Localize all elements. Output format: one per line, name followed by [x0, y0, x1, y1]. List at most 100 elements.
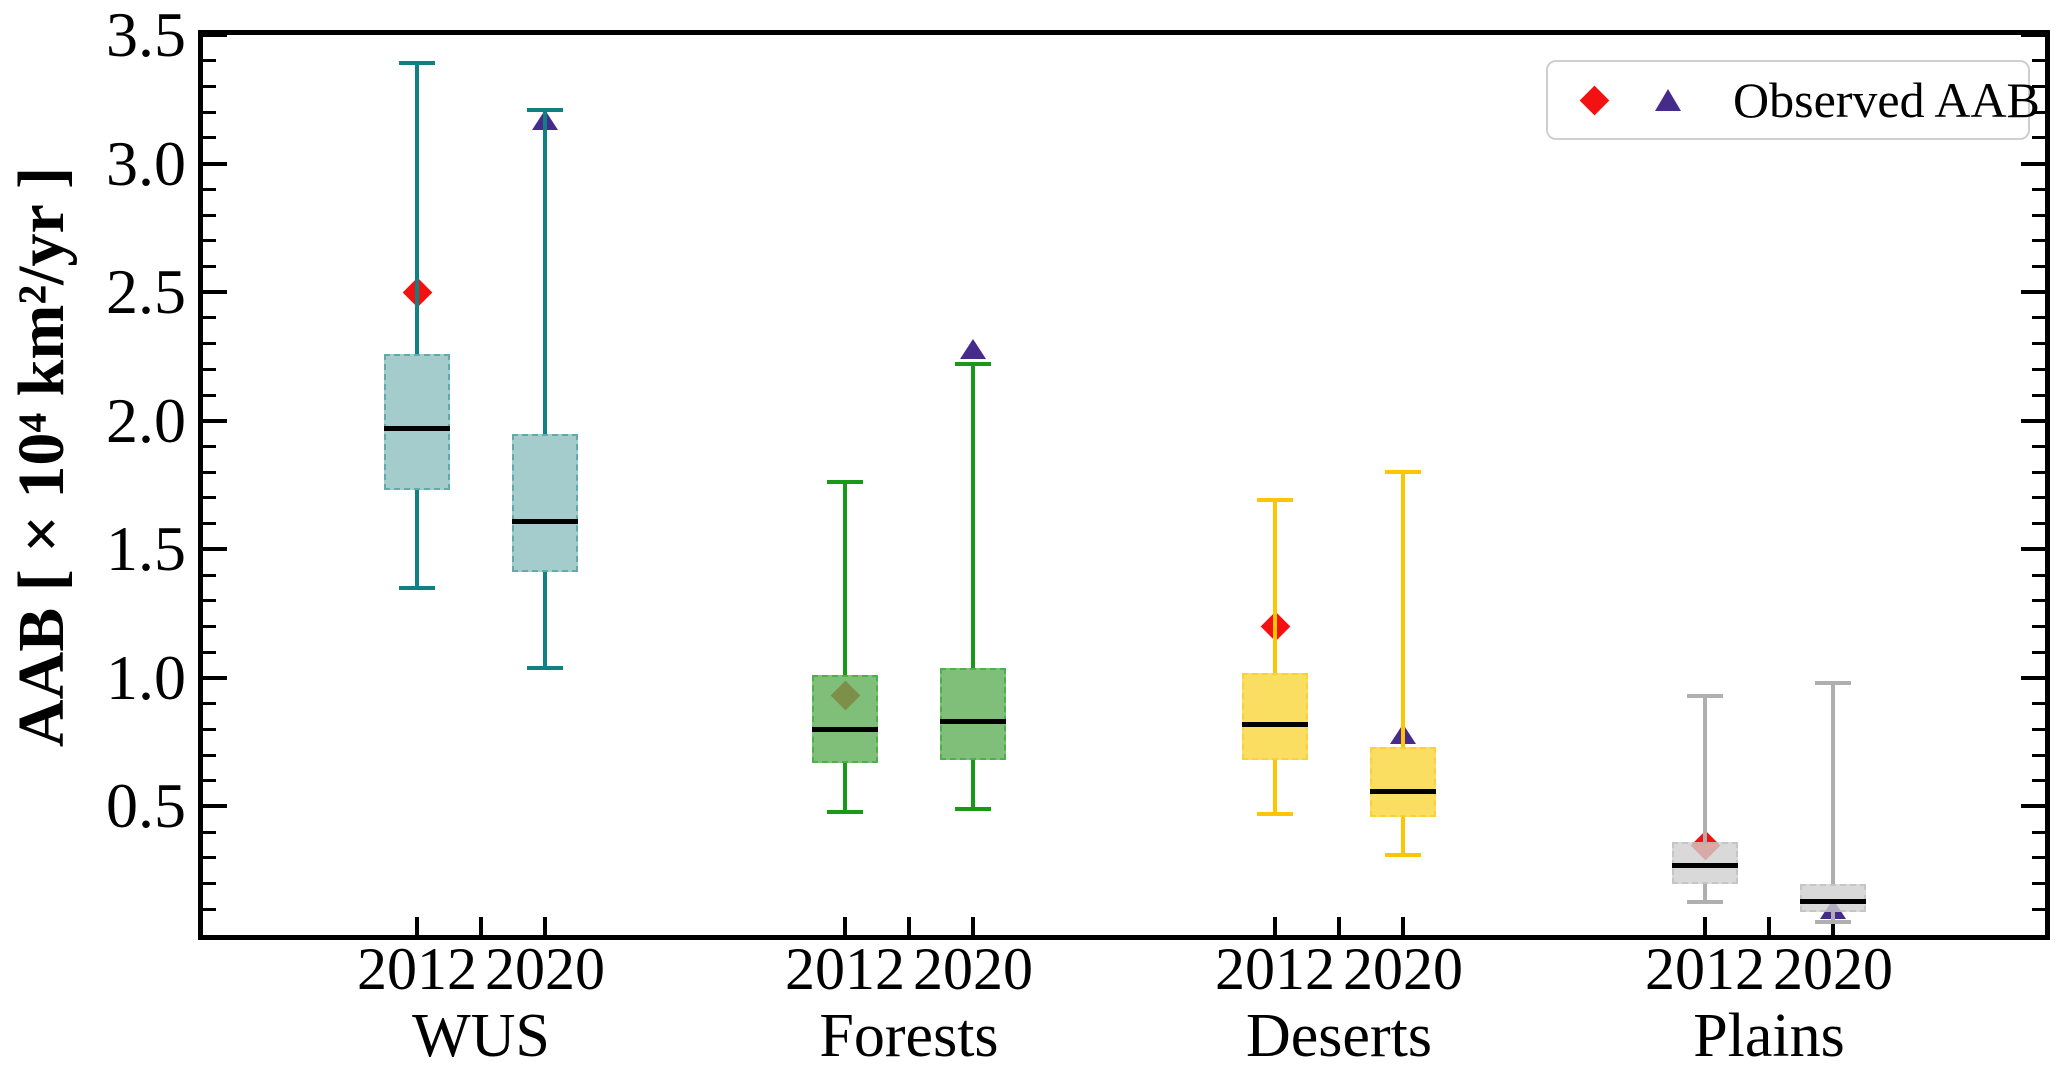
y-minor-tick-left	[203, 702, 216, 706]
y-minor-tick-left	[203, 624, 216, 628]
whisker-lower	[1401, 816, 1405, 856]
legend-diamond-icon	[1579, 85, 1610, 115]
x-tick	[479, 917, 483, 935]
whisker-cap-upper	[1687, 693, 1723, 698]
box-iqr	[1672, 842, 1738, 884]
y-major-tick-left	[203, 418, 227, 423]
whisker-upper	[971, 364, 975, 668]
box-iqr	[940, 667, 1006, 761]
x-tick	[543, 917, 547, 935]
observed-marker-triangle	[960, 338, 986, 359]
y-minor-tick-right	[2032, 470, 2045, 474]
whisker-lower	[1273, 760, 1277, 815]
x-tick	[415, 917, 419, 935]
y-tick-label: 3.5	[106, 0, 186, 70]
y-minor-tick-right	[2032, 702, 2045, 706]
y-minor-tick-left	[203, 59, 216, 63]
y-minor-tick-left	[203, 882, 216, 886]
box-iqr	[1370, 747, 1436, 817]
whisker-cap-lower	[1257, 812, 1293, 817]
x-year-label: 2020	[485, 936, 605, 1002]
y-major-tick-left	[203, 804, 227, 809]
whisker-cap-upper	[827, 480, 863, 485]
y-tick-label: 2.0	[106, 384, 186, 456]
legend-triangle-icon	[1655, 89, 1681, 111]
y-minor-tick-left	[203, 753, 216, 757]
y-minor-tick-left	[203, 522, 216, 526]
y-minor-tick-left	[203, 213, 216, 217]
y-major-tick-right	[2021, 675, 2045, 680]
whisker-lower	[1703, 883, 1707, 902]
whisker-lower	[971, 760, 975, 809]
y-tick-label: 3.0	[106, 127, 186, 199]
box-iqr	[812, 675, 878, 763]
x-year-label: 2020	[1773, 936, 1893, 1002]
x-group-label: Plains	[1693, 1002, 1845, 1070]
median-line	[384, 425, 450, 431]
whisker-cap-upper	[1385, 470, 1421, 475]
median-line	[1800, 899, 1866, 905]
x-tick	[1401, 917, 1405, 935]
median-line	[812, 726, 878, 732]
whisker-lower	[1831, 911, 1835, 923]
whisker-cap-upper	[955, 362, 991, 367]
y-minor-tick-left	[203, 239, 216, 243]
y-minor-tick-right	[2032, 779, 2045, 783]
x-tick	[843, 917, 847, 935]
y-minor-tick-right	[2032, 496, 2045, 500]
x-tick	[1273, 917, 1277, 935]
x-tick	[1703, 917, 1707, 935]
x-tick	[1767, 917, 1771, 935]
y-tick-label: 1.0	[106, 641, 186, 713]
y-tick-label: 0.5	[106, 770, 186, 842]
legend-label: Observed AAB	[1733, 72, 2040, 128]
y-minor-tick-left	[203, 342, 216, 346]
y-tick-label: 2.5	[106, 256, 186, 328]
y-minor-tick-left	[203, 84, 216, 88]
x-year-label: 2012	[1645, 936, 1765, 1002]
y-minor-tick-left	[203, 496, 216, 500]
y-minor-tick-right	[2032, 59, 2045, 63]
whisker-cap-lower	[1687, 899, 1723, 904]
y-major-tick-right	[2021, 418, 2045, 423]
y-minor-tick-right	[2032, 753, 2045, 757]
median-line	[940, 719, 1006, 725]
y-minor-tick-left	[203, 367, 216, 371]
y-minor-tick-right	[2032, 522, 2045, 526]
whisker-upper	[415, 63, 419, 354]
x-group-label: Deserts	[1246, 1002, 1432, 1070]
y-minor-tick-right	[2032, 342, 2045, 346]
plot-area	[198, 30, 2050, 940]
y-minor-tick-left	[203, 316, 216, 320]
y-minor-tick-left	[203, 907, 216, 911]
box-iqr	[1800, 883, 1866, 912]
y-major-tick-left	[203, 161, 227, 166]
y-minor-tick-left	[203, 264, 216, 268]
y-minor-tick-right	[2032, 650, 2045, 654]
y-minor-tick-right	[2032, 213, 2045, 217]
whisker-upper	[1401, 472, 1405, 748]
x-year-label: 2020	[1343, 936, 1463, 1002]
y-minor-tick-right	[2032, 264, 2045, 268]
whisker-cap-upper	[399, 61, 435, 66]
median-line	[1242, 721, 1308, 727]
y-minor-tick-right	[2032, 187, 2045, 191]
whisker-cap-upper	[1257, 498, 1293, 503]
y-minor-tick-left	[203, 444, 216, 448]
box-iqr	[512, 433, 578, 573]
whisker-cap-upper	[527, 107, 563, 112]
y-minor-tick-right	[2032, 907, 2045, 911]
whisker-upper	[1831, 683, 1835, 884]
y-major-tick-left	[203, 547, 227, 552]
whisker-lower	[843, 762, 847, 812]
y-minor-tick-right	[2032, 573, 2045, 577]
median-line	[512, 518, 578, 524]
x-group-label: WUS	[412, 1002, 550, 1070]
y-minor-tick-right	[2032, 727, 2045, 731]
y-major-tick-right	[2021, 290, 2045, 295]
whisker-cap-lower	[1815, 920, 1851, 925]
whisker-cap-lower	[827, 809, 863, 814]
y-minor-tick-left	[203, 727, 216, 731]
y-major-tick-left	[203, 675, 227, 680]
